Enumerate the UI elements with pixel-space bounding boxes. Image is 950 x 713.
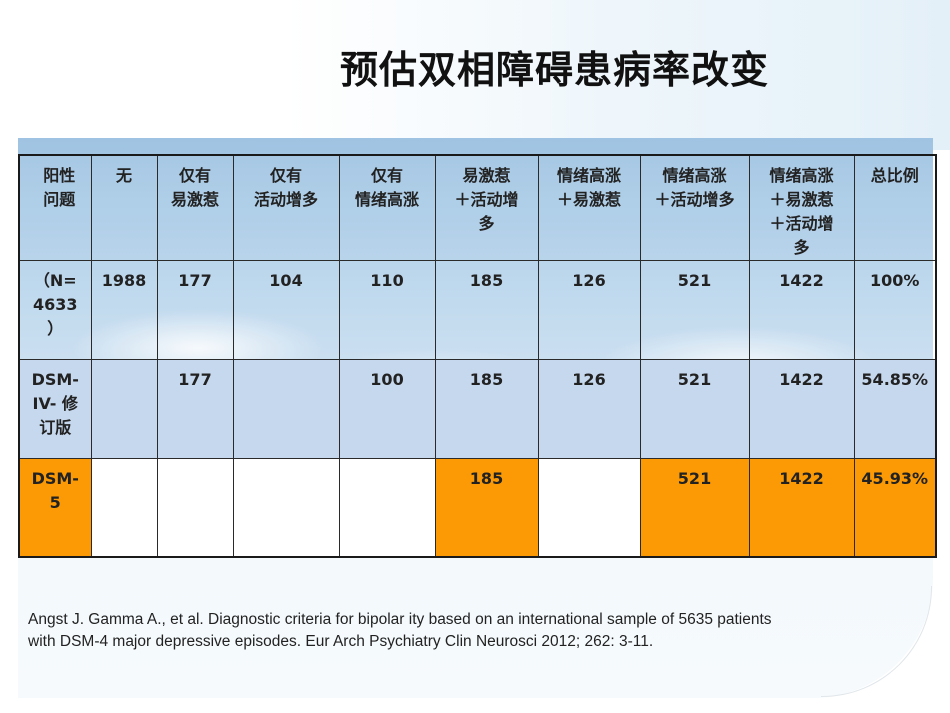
table-cell: 185 xyxy=(434,260,539,360)
table-cell: 104 xyxy=(232,260,340,360)
row-label: DSM- 5 xyxy=(18,458,92,558)
header-cell: 总比例 xyxy=(853,154,937,261)
table-cell-highlighted: 45.93% xyxy=(853,458,937,558)
table-cell: 1988 xyxy=(90,260,158,360)
table-cell-highlighted: 185 xyxy=(434,458,539,558)
header-cell: 仅有 活动增多 xyxy=(232,154,340,261)
table-cell: 177 xyxy=(156,260,234,360)
prevalence-table: 阳性 问题 无 仅有 易激惹 仅有 活动增多 仅有 情绪高涨 易激惹 ＋活动增多 情绪高涨… xyxy=(18,154,937,558)
table-cell: 100 xyxy=(338,359,436,459)
slide-title: 预估双相障碍患病率改变 xyxy=(340,48,770,92)
header-cell: 情绪高涨 ＋易激惹 xyxy=(537,154,641,261)
header-cell: 易激惹 ＋活动增多 xyxy=(434,154,539,261)
table-cell: 126 xyxy=(537,260,641,360)
table-cell xyxy=(90,458,158,558)
table-cell-highlighted: 521 xyxy=(639,458,750,558)
table-cell: 54.85% xyxy=(853,359,937,459)
table-cell xyxy=(537,458,641,558)
table-cell: 1422 xyxy=(748,260,855,360)
row-label: （N= 4633） xyxy=(18,260,92,360)
table-cell: 100% xyxy=(853,260,937,360)
table-cell xyxy=(232,359,340,459)
row-label: DSM- IV- 修订版 xyxy=(18,359,92,459)
table-header-row: 阳性 问题 无 仅有 易激惹 仅有 活动增多 仅有 情绪高涨 易激惹 ＋活动增多 情绪高涨… xyxy=(18,154,937,261)
table-cell: 521 xyxy=(639,260,750,360)
header-cell: 阳性 问题 xyxy=(18,154,92,261)
table-cell xyxy=(90,359,158,459)
header-cell: 情绪高涨 ＋易激惹 ＋活动增多 xyxy=(748,154,855,261)
table-cell: 185 xyxy=(434,359,539,459)
table-cell xyxy=(156,458,234,558)
citation-line: Angst J. Gamma A., et al. Diagnostic cri… xyxy=(28,611,772,628)
table-row: DSM- IV- 修订版 177 100 185 126 521 1422 54.… xyxy=(18,359,937,459)
table-row: DSM- 5 185 521 1422 45.93% xyxy=(18,458,937,558)
table-cell xyxy=(232,458,340,558)
top-background xyxy=(0,0,950,150)
table-row: （N= 4633） 1988 177 104 110 185 126 521 14… xyxy=(18,260,937,360)
table-cell: 1422 xyxy=(748,359,855,459)
table-cell: 521 xyxy=(639,359,750,459)
table-cell: 177 xyxy=(156,359,234,459)
table-cell-highlighted: 1422 xyxy=(748,458,855,558)
citation: Angst J. Gamma A., et al. Diagnostic cri… xyxy=(28,609,928,653)
header-cell: 情绪高涨 ＋活动增多 xyxy=(639,154,750,261)
citation-line: with DSM-4 major depressive episodes. Eu… xyxy=(28,633,654,650)
header-cell: 仅有 情绪高涨 xyxy=(338,154,436,261)
header-cell: 无 xyxy=(90,154,158,261)
table-cell xyxy=(338,458,436,558)
table-cell: 110 xyxy=(338,260,436,360)
header-cell: 仅有 易激惹 xyxy=(156,154,234,261)
table-cell: 126 xyxy=(537,359,641,459)
